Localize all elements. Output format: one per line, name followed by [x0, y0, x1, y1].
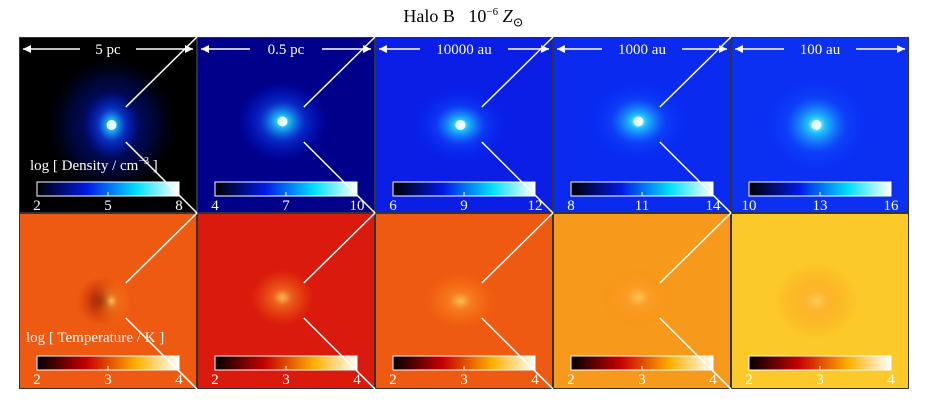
density-core: [277, 116, 288, 127]
scale-arrow-right-icon: [185, 45, 193, 53]
colorbar-tick-label: 2: [745, 372, 753, 388]
temperature-peak: [250, 269, 314, 326]
zoom-line-top: [303, 212, 376, 284]
colorbar-tick-label: 2: [33, 198, 41, 214]
colorbar-tick-label: 16: [884, 198, 900, 214]
colorbar-tick-label: 8: [175, 198, 183, 214]
colorbar-tick-label: 11: [635, 198, 649, 214]
colorbar-tick-label: 4: [709, 372, 717, 388]
panel-border: [375, 37, 553, 213]
scale-arrow-right-icon: [719, 45, 727, 53]
colorbar-tick-label: 3: [638, 372, 646, 388]
scale-arrow-right-icon: [363, 45, 371, 53]
colorbar-tick-label: 2: [211, 372, 219, 388]
scale-label: 1000 au: [618, 42, 666, 58]
zoom-line-top: [481, 212, 554, 284]
scale-arrow-left-icon: [23, 45, 31, 53]
panel-border: [197, 213, 375, 389]
colorbar-tick-label: 4: [531, 372, 539, 388]
temperature-peak: [599, 265, 677, 329]
halo-label: Halo B: [403, 6, 455, 26]
scale-arrow-left-icon: [735, 45, 743, 53]
colorbar-tick-label: 12: [528, 198, 543, 214]
colorbar-tick-label: 2: [33, 372, 41, 388]
scale-label: 5 pc: [95, 42, 121, 58]
zoom-line-bottom: [125, 141, 198, 214]
metallicity-label: 10−6 Z⊙: [468, 6, 524, 30]
figure-title: Halo B 10−6 Z⊙: [0, 6, 927, 31]
scale-label: 0.5 pc: [268, 42, 305, 58]
colorbar-tick-label: 3: [816, 372, 824, 388]
panel-border: [553, 213, 731, 389]
zoom-line-bottom: [303, 141, 376, 214]
scale-label: 10000 au: [436, 42, 492, 58]
colorbar-tick-label: 3: [460, 372, 468, 388]
temperature-peak: [425, 273, 496, 329]
temperature-peak: [774, 262, 859, 340]
colorbar-tick-label: 4: [211, 198, 219, 214]
panel-border: [731, 37, 909, 213]
density-core: [455, 120, 466, 130]
colorbar-tick-label: 6: [389, 198, 397, 214]
colorbar-tick-label: 4: [353, 372, 361, 388]
colorbar-tick-label: 7: [282, 198, 290, 214]
scale-arrow-right-icon: [897, 45, 905, 53]
panel-border: [19, 213, 197, 389]
panel-border: [731, 213, 909, 389]
zoom-line-bottom: [125, 317, 198, 390]
colorbar-tick-label: 14: [706, 198, 722, 214]
colorbar-tick-label: 2: [389, 372, 397, 388]
colorbar-tick-label: 10: [350, 198, 365, 214]
zoom-line-top: [125, 212, 198, 284]
colorbar-tick-label: 3: [104, 372, 112, 388]
scale-label: 100 au: [800, 42, 841, 58]
scale-arrow-left-icon: [201, 45, 209, 53]
zoom-line-bottom: [303, 317, 376, 390]
panel-border: [197, 37, 375, 213]
panel-border: [553, 37, 731, 213]
zoom-line-bottom: [481, 317, 554, 390]
colorbar-tick-label: 9: [460, 198, 468, 214]
panel-border: [19, 37, 197, 213]
scale-arrow-left-icon: [379, 45, 387, 53]
panel-border: [375, 213, 553, 389]
density-axis-label: log [ Density / cm−3 ]: [30, 156, 158, 174]
zoom-line-bottom: [659, 317, 732, 390]
zoom-line-bottom: [659, 141, 732, 214]
scale-arrow-left-icon: [557, 45, 565, 53]
density-core: [106, 120, 117, 130]
colorbar-tick-label: 3: [282, 372, 290, 388]
colorbar-tick-label: 13: [813, 198, 828, 214]
colorbar-tick-label: 4: [175, 372, 183, 388]
density-core: [633, 116, 644, 127]
zoom-line-top: [659, 212, 732, 284]
density-core: [811, 120, 822, 130]
scale-arrow-right-icon: [541, 45, 549, 53]
temperature-axis-label: log [ Temperature / K ]: [26, 330, 164, 346]
colorbar-tick-label: 5: [104, 198, 112, 214]
colorbar-tick-label: 4: [887, 372, 895, 388]
colorbar-tick-label: 2: [567, 372, 575, 388]
colorbar-tick-label: 8: [567, 198, 575, 214]
colorbar-tick-label: 10: [742, 198, 757, 214]
temperature-peak: [91, 277, 132, 325]
zoom-line-bottom: [481, 141, 554, 214]
